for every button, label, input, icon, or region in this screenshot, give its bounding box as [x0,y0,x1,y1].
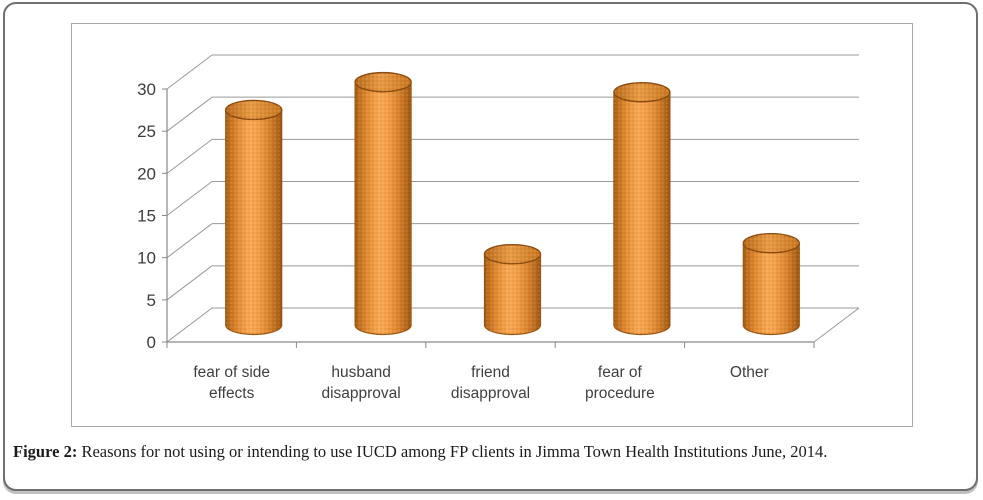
figure-caption-label: Figure 2: [13,442,78,461]
bar-cap-texture [484,244,541,264]
gridline-depth [166,138,213,174]
figure-card: 0 5 10 15 20 25 30 fear of side effects husband … [3,2,978,491]
bar-body-texture [613,92,670,335]
y-tick-label: 20 [137,164,156,183]
bar-body-texture [484,254,541,335]
bar-cylinder-3 [613,82,671,336]
gridline-depth [166,265,213,301]
bar-chart-canvas: 0 5 10 15 20 25 30 [137,54,860,352]
bar-cap-texture [355,72,412,92]
gridline-depth [166,54,213,90]
bar-body-texture [355,82,412,335]
y-tick-label: 0 [147,333,156,352]
bar-cylinder-2 [483,243,542,336]
gridline-depth [166,307,213,343]
figure-caption-text: Reasons for not using or intending to us… [81,442,828,461]
figure-caption: Figure 2: Reasons for not using or inten… [13,442,827,462]
y-tick-label: 10 [137,249,156,268]
gridline-depth [166,96,213,132]
y-tick-label: 5 [147,291,156,310]
x-category-label-0: fear of side effects [193,364,271,402]
bar-cylinder-4 [742,232,800,336]
x-category-label-2: friend disapproval [450,364,531,402]
chart-panel: 0 5 10 15 20 25 30 fear of side effects husband … [71,23,913,427]
bar-cylinder-0 [224,99,283,336]
gridline-depth [166,223,213,259]
y-tick-label: 15 [137,207,156,226]
x-category-label-4: Other [729,364,769,381]
y-tick-label: 25 [137,122,156,141]
bar-cylinder-1 [354,71,412,336]
bar-cap-texture [225,100,282,120]
bar-body-texture [743,243,800,335]
bar-cap-texture [743,233,800,253]
axes [166,89,860,348]
y-tick-label: 30 [137,80,156,99]
bar-cap-texture [613,82,670,102]
bar-body-texture [225,109,282,335]
x-category-label-3: fear of procedure [584,364,655,402]
gridline-depth [166,181,213,216]
x-category-label-1: husband disapproval [321,364,401,402]
floor-right-edge [813,307,860,343]
